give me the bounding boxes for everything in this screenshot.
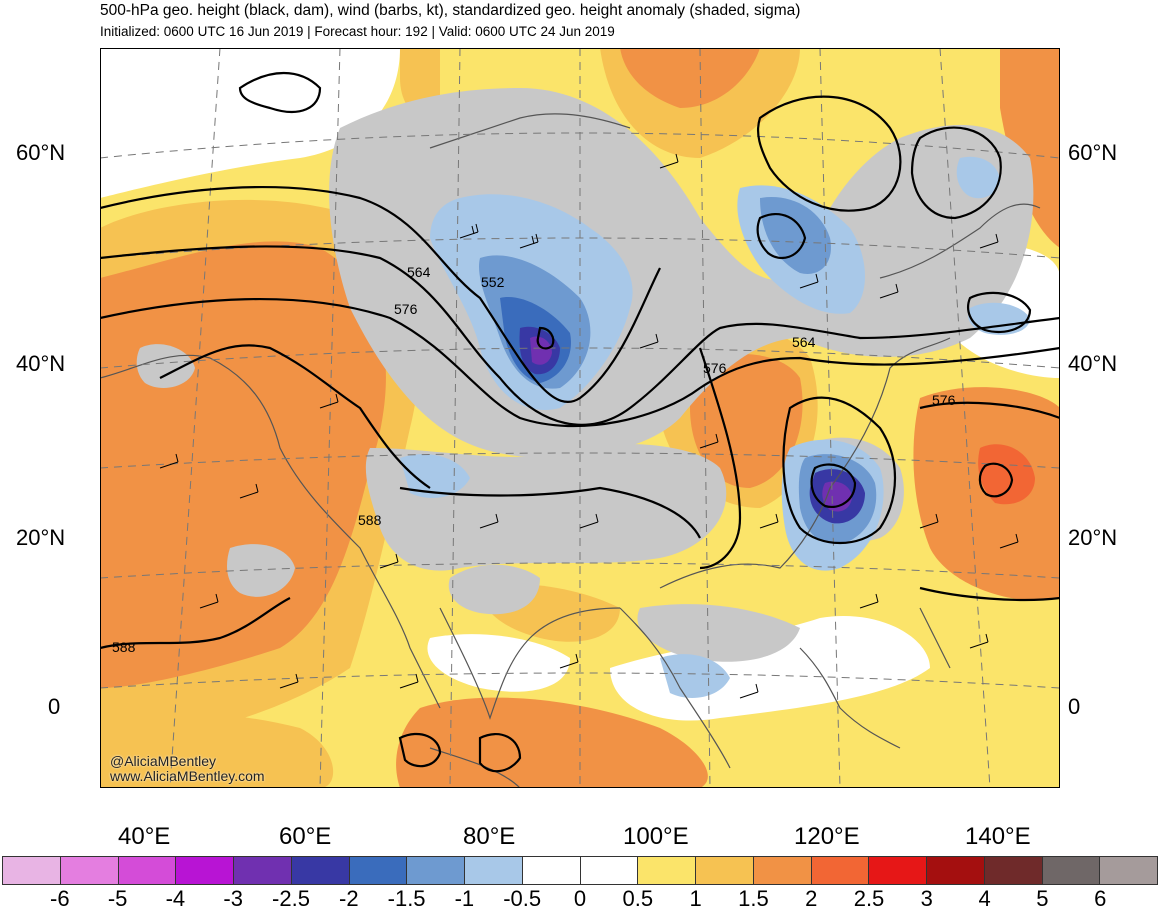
colorbar-tick-label: -0.5 bbox=[503, 886, 542, 911]
colorbar-swatch bbox=[3, 857, 61, 884]
colorbar-tick-label: 1.5 bbox=[738, 886, 769, 911]
lat-label-40n-right: 40°N bbox=[1068, 351, 1118, 376]
colorbar-tick-label: 0 bbox=[573, 886, 587, 911]
colorbar-tick-label: -5 bbox=[107, 886, 128, 911]
colorbar-swatch bbox=[753, 857, 812, 884]
wind-barbs bbox=[159, 153, 1019, 699]
contour-label-588-central: 588 bbox=[358, 512, 382, 528]
colorbar-tick-label: -1 bbox=[454, 886, 475, 911]
colorbar-tick-label: 1 bbox=[689, 886, 702, 911]
colorbar-tick-label: 2.5 bbox=[853, 886, 885, 911]
colorbar bbox=[2, 856, 1158, 885]
colorbar-swatch bbox=[984, 857, 1043, 884]
negative-anomaly-regions bbox=[400, 156, 1030, 698]
colorbar-tick-label: 4 bbox=[978, 886, 991, 911]
colorbar-swatch bbox=[234, 857, 292, 884]
colorbar-swatch bbox=[580, 857, 639, 884]
credit-handle: @AliciaMBentley bbox=[110, 753, 217, 769]
colorbar-swatch bbox=[465, 857, 523, 884]
contour-label-576-central: 576 bbox=[703, 360, 727, 376]
colorbar-tick-label: -1.5 bbox=[387, 886, 426, 911]
credit-website: www.AliciaMBentley.com bbox=[110, 768, 265, 784]
colorbar-tick-label: -2.5 bbox=[272, 886, 310, 911]
graticule bbox=[100, 48, 1060, 788]
lon-label-140e: 140°E bbox=[965, 823, 1031, 850]
colorbar-swatch bbox=[869, 857, 927, 884]
contour-label-564-west: 564 bbox=[407, 264, 431, 280]
colorbar-tick-label: -4 bbox=[165, 886, 186, 911]
colorbar-tick-label: 5 bbox=[1036, 886, 1049, 911]
colorbar-swatch bbox=[291, 857, 350, 884]
contour-label-564-east: 564 bbox=[792, 334, 816, 350]
colorbar-tick-label: -2 bbox=[339, 886, 359, 911]
lon-label-80e: 80°E bbox=[463, 823, 516, 850]
colorbar-tick-label: 0.5 bbox=[622, 886, 654, 911]
colorbar-tick-label: -3 bbox=[223, 886, 243, 911]
colorbar-swatch bbox=[638, 857, 696, 884]
map-canvas bbox=[100, 48, 1060, 788]
coastlines bbox=[100, 113, 1041, 788]
contour-label-576-east: 576 bbox=[932, 392, 956, 408]
lat-label-0-right: 0 bbox=[1068, 694, 1081, 719]
lon-label-40e: 40°E bbox=[118, 823, 171, 850]
colorbar-swatch bbox=[696, 857, 754, 884]
colorbar-swatch bbox=[522, 857, 581, 884]
colorbar-tick-label: -6 bbox=[50, 886, 70, 911]
colorbar-swatch bbox=[1100, 857, 1157, 884]
lat-label-20n-left: 20°N bbox=[16, 525, 66, 550]
map-title: 500-hPa geo. height (black, dam), wind (… bbox=[100, 2, 801, 19]
colorbar-swatch bbox=[176, 857, 234, 884]
lat-label-0-left: 0 bbox=[48, 694, 61, 719]
colorbar-swatch bbox=[407, 857, 465, 884]
contour-label-576-west: 576 bbox=[394, 301, 418, 317]
colorbar-swatch bbox=[60, 857, 119, 884]
lat-label-60n-right: 60°N bbox=[1068, 140, 1118, 165]
lon-label-100e: 100°E bbox=[623, 823, 689, 850]
contour-label-552: 552 bbox=[481, 274, 505, 290]
colorbar-swatch bbox=[927, 857, 985, 884]
colorbar-swatch bbox=[1042, 857, 1101, 884]
colorbar-tick-label: 2 bbox=[805, 886, 818, 911]
colorbar-tick-label: 6 bbox=[1094, 886, 1107, 911]
lat-label-40n-left: 40°N bbox=[16, 351, 66, 376]
colorbar-tick-label: 3 bbox=[920, 886, 933, 911]
contour-label-588-west: 588 bbox=[112, 639, 136, 655]
height-contours bbox=[100, 71, 1060, 773]
colorbar-swatch bbox=[118, 857, 177, 884]
lon-label-60e: 60°E bbox=[279, 823, 332, 850]
colorbar-swatch bbox=[811, 857, 870, 884]
map-subtitle: Initialized: 0600 UTC 16 Jun 2019 | Fore… bbox=[100, 24, 615, 39]
colorbar-swatch bbox=[349, 857, 408, 884]
lat-label-60n-left: 60°N bbox=[16, 140, 66, 165]
lat-label-20n-right: 20°N bbox=[1068, 525, 1118, 550]
lon-label-120e: 120°E bbox=[794, 823, 860, 850]
map-panel: 552 564 576 588 564 576 576 588 bbox=[100, 48, 1060, 788]
